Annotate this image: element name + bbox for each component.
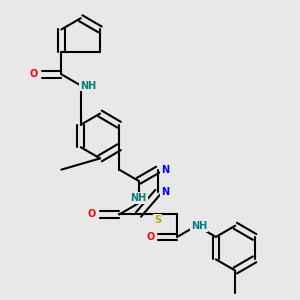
Text: NH: NH <box>80 80 96 91</box>
Text: S: S <box>154 215 161 225</box>
Text: NH: NH <box>191 221 208 231</box>
Text: NH: NH <box>130 193 147 203</box>
Text: O: O <box>29 69 38 79</box>
Text: O: O <box>147 232 155 242</box>
Text: N: N <box>161 165 169 175</box>
Text: O: O <box>88 209 96 220</box>
Text: N: N <box>161 187 169 197</box>
